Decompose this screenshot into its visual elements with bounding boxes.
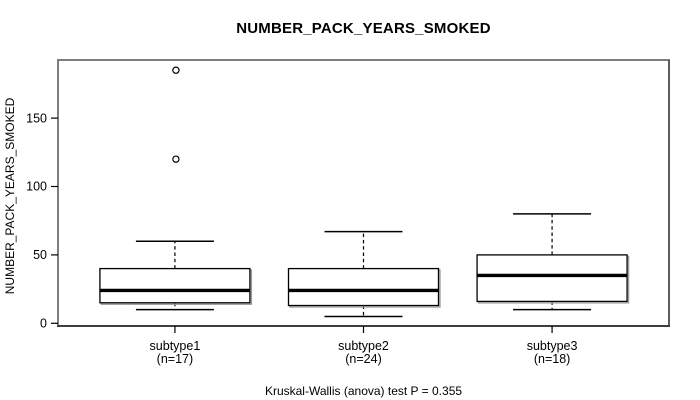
y-tick-label: 50 (33, 248, 47, 262)
boxplot-subtype3: subtype3(n=18) (476, 213, 630, 366)
boxplot-subtype2: subtype2(n=24) (287, 230, 441, 366)
y-tick-label: 150 (26, 111, 47, 125)
outlier-point (172, 66, 180, 74)
x-category-label: subtype1 (150, 339, 201, 353)
iqr-box (99, 267, 251, 304)
iqr-box (476, 254, 628, 303)
x-category-sublabel: (n=17) (157, 352, 193, 366)
y-tick-label: 0 (40, 317, 47, 331)
boxplot-subtype1: subtype1(n=17) (99, 66, 253, 366)
chart-title: NUMBER_PACK_YEARS_SMOKED (236, 20, 491, 37)
x-category-sublabel: (n=24) (345, 352, 381, 366)
outlier-point (172, 155, 180, 163)
x-category-sublabel: (n=18) (534, 352, 570, 366)
x-category-label: subtype2 (338, 339, 389, 353)
iqr-box (287, 267, 440, 307)
x-category-label: subtype3 (527, 339, 578, 353)
y-tick-label: 100 (26, 180, 47, 194)
caption: Kruskal-Wallis (anova) test P = 0.355 (264, 384, 463, 398)
